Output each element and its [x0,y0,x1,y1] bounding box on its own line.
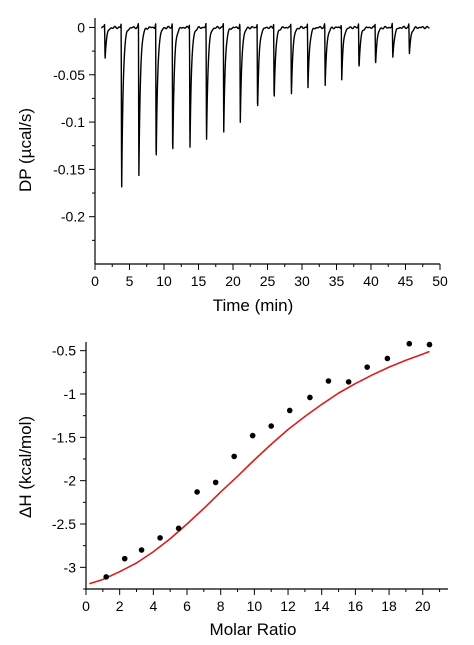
isotherm-data-point [249,432,256,439]
thermogram-x-tick-label: 25 [260,273,276,289]
isotherm-ticks: 0 2 4 6 8 10 12 14 16 18 20 -0.5 -1 -1.5 -2 -2.5 -3 [52,342,448,614]
thermogram-x-tick-label: 35 [329,273,345,289]
isotherm-data-point [121,555,128,562]
thermogram-ticks: 0 5 10 15 20 25 30 35 40 45 50 0 -0.05 -0.1 -0.15 -0.2 [53,18,448,289]
isotherm-data-point [286,407,293,414]
isotherm-data-point [426,341,433,348]
thermogram-x-tick-label: 40 [363,273,379,289]
isotherm-x-tick-label: 8 [217,598,225,614]
isotherm-data-point [384,355,391,362]
isotherm-x-tick-label: 14 [314,598,330,614]
thermogram-y-tick-label: -0.15 [53,161,85,177]
isotherm-x-tick-label: 4 [149,598,157,614]
thermogram-x-tick-label: 0 [91,273,99,289]
thermogram-plot-area [100,22,431,188]
isotherm-data-point [231,453,237,460]
isotherm-x-tick-label: 18 [381,598,397,614]
thermogram-y-axis-title: DP (µcal/s) [16,108,35,192]
isotherm-y-tick-label: -1.5 [52,429,76,445]
isotherm-data-point [103,574,110,580]
thermogram-y-tick-label: -0.2 [61,209,85,225]
isotherm-data-point [194,489,200,495]
isotherm-data-point [138,547,145,553]
thermogram-x-tick-label: 45 [398,273,414,289]
thermogram-x-axis-title: Time (min) [213,296,294,315]
binding-isotherm-panel: 0 2 4 6 8 10 12 14 16 18 20 -0.5 -1 -1.5 -2 -2.5 -3 Mola… [16,340,448,639]
thermogram-y-tick-label: -0.1 [61,114,85,130]
thermogram-x-tick-label: 10 [156,273,172,289]
isotherm-data-point [157,535,163,541]
thermogram-x-tick-label: 20 [225,273,241,289]
isotherm-y-tick-label: -1 [64,386,77,402]
isotherm-data-point [406,340,413,347]
isotherm-x-tick-label: 16 [348,598,364,614]
isotherm-data-point [307,394,313,401]
isotherm-x-tick-label: 10 [247,598,263,614]
isotherm-x-tick-label: 6 [183,598,191,614]
isotherm-data-point [175,525,182,532]
thermogram-y-tick-label: 0 [77,19,85,35]
isotherm-y-tick-label: -3 [64,559,77,575]
isotherm-data-point [325,378,332,384]
isotherm-data-point [212,479,219,486]
isotherm-y-tick-label: -0.5 [52,343,76,359]
isotherm-x-tick-label: 12 [280,598,296,614]
thermogram-x-tick-label: 15 [191,273,207,289]
isotherm-y-tick-label: -2.5 [52,516,76,532]
thermogram-x-tick-label: 30 [294,273,310,289]
isotherm-x-tick-label: 0 [82,598,90,614]
thermogram-x-tick-label: 5 [126,273,134,289]
isotherm-x-tick-label: 2 [116,598,124,614]
isotherm-x-axis-title: Molar Ratio [210,620,297,639]
thermogram-x-tick-label: 50 [432,273,448,289]
thermogram-y-tick-label: -0.05 [53,67,85,83]
isotherm-plot-area [89,340,433,585]
isotherm-y-tick-label: -2 [64,473,77,489]
thermogram-panel: 0 5 10 15 20 25 30 35 40 45 500-0.05-0.1-0.15-0.2 … [16,18,448,315]
isotherm-fit-curve [89,350,430,585]
isotherm-y-axis-title: ΔH (kcal/mol) [16,416,35,518]
isotherm-data-point [364,364,370,370]
isotherm-x-tick-label: 20 [415,598,431,614]
isotherm-data-point [268,423,275,429]
isotherm-data-point [345,379,352,385]
thermogram-trace [100,22,431,188]
